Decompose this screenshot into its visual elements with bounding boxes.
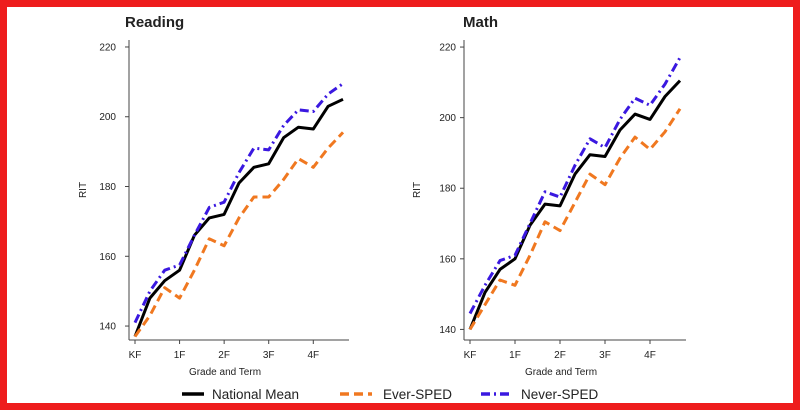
math-series-national-mean [468, 79, 682, 330]
math-x-tick-label: 3F [599, 350, 611, 361]
reading-chart: 140 160 180 200 220 KF 1F 2F 3F 4F Grade and Term R… [78, 40, 349, 378]
math-series-never-sped [468, 56, 682, 315]
legend-label-national-mean: National Mean [212, 387, 299, 402]
legend-label-never-sped: Never-SPED [521, 387, 599, 402]
reading-series-never-sped [133, 82, 344, 324]
math-y-tick-label: 140 [439, 325, 456, 336]
legend-item-ever-sped: Ever-SPED [340, 387, 452, 402]
math-x-tick-label: 2F [554, 350, 566, 361]
reading-y-tick-label: 140 [99, 322, 116, 333]
legend-item-national-mean: National Mean [182, 387, 299, 402]
math-x-tick-label: 4F [644, 350, 656, 361]
math-y-tick-label: 160 [439, 254, 456, 265]
reading-x-tick-label: 1F [174, 350, 186, 361]
reading-y-tick-label: 180 [99, 182, 116, 193]
math-chart: 140 160 180 200 220 KF 1F 2F 3F 4F Grade and Term R… [412, 40, 686, 378]
math-x-tick-label: 1F [509, 350, 521, 361]
math-y-tick-label: 180 [439, 184, 456, 195]
reading-panel-title: Reading [125, 14, 184, 31]
reading-x-tick-label: KF [129, 350, 142, 361]
math-panel-title: Math [463, 14, 498, 31]
legend-item-never-sped: Never-SPED [481, 387, 599, 402]
legend: National Mean Ever-SPED Never-SPED [182, 387, 599, 402]
math-x-tick-label: KF [464, 350, 477, 361]
math-y-tick-label: 200 [439, 113, 456, 124]
reading-series-national-mean [133, 97, 344, 338]
reading-y-axis-label: RIT [78, 182, 89, 198]
reading-x-tick-label: 3F [263, 350, 275, 361]
math-series-ever-sped [468, 107, 682, 331]
reading-y-tick-label: 160 [99, 252, 116, 263]
math-y-tick-label: 220 [439, 43, 456, 54]
reading-x-tick-label: 2F [218, 350, 230, 361]
reading-x-axis-label: Grade and Term [189, 367, 261, 378]
legend-label-ever-sped: Ever-SPED [383, 387, 452, 402]
reading-y-tick-label: 200 [99, 112, 116, 123]
reading-x-tick-label: 4F [307, 350, 319, 361]
math-y-axis-label: RIT [412, 182, 423, 198]
reading-series-ever-sped [133, 131, 345, 338]
reading-y-tick-label: 220 [99, 42, 116, 53]
math-x-axis-label: Grade and Term [525, 367, 597, 378]
